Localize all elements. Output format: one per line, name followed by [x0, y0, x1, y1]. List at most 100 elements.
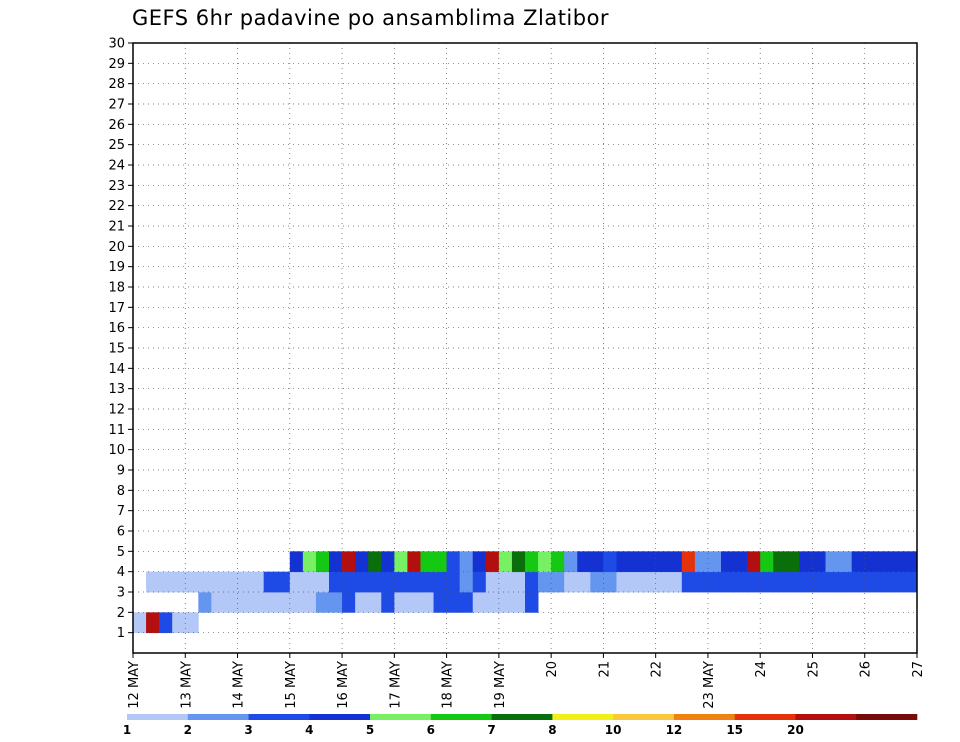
heatmap-cell — [551, 571, 565, 593]
heatmap-cell — [159, 612, 173, 634]
colorbar-label: 4 — [305, 723, 313, 737]
heatmap-cell — [890, 571, 905, 593]
heatmap-cell — [681, 551, 696, 573]
heatmap-cell — [446, 551, 461, 573]
y-tick-label: 13 — [108, 382, 125, 397]
heatmap-cell — [747, 571, 761, 593]
heatmap-cell — [172, 612, 186, 634]
heatmap-cell — [315, 571, 330, 593]
heatmap-cell — [825, 571, 839, 593]
colorbar: 1 2 3 4 5 6 7 8 10 12 15 20 — [123, 714, 918, 737]
grid-lines — [133, 43, 917, 653]
y-tick-label: 24 — [108, 159, 125, 174]
heatmap-cell — [302, 551, 317, 573]
heatmap-cell — [146, 571, 160, 593]
x-tick-label: 12 MAY — [127, 661, 142, 709]
heatmap-cell — [289, 592, 304, 613]
colorbar-swatch — [491, 714, 553, 720]
heatmap-cell — [734, 551, 748, 573]
heatmap-cell — [603, 571, 617, 593]
y-tick-label: 9 — [117, 464, 125, 479]
heatmap-cell — [342, 551, 356, 573]
heatmap-cell — [629, 551, 643, 573]
x-tick-label: 26 — [859, 661, 874, 678]
heatmap-cell — [498, 551, 513, 573]
heatmap-cell — [707, 571, 722, 593]
heatmap-cell — [146, 612, 160, 634]
colorbar-label: 8 — [548, 723, 556, 737]
heatmap-cell — [485, 592, 500, 613]
y-tick-label: 17 — [108, 301, 125, 316]
heatmap-cell — [799, 571, 813, 593]
heatmap-cell — [237, 571, 251, 593]
colorbar-swatch — [187, 714, 249, 720]
colorbar-swatch — [613, 714, 675, 720]
heatmap-cell — [760, 551, 774, 573]
heatmap-cell — [538, 551, 552, 573]
heatmap-cell — [289, 551, 304, 573]
heatmap-cell — [224, 571, 238, 593]
heatmap-cell — [250, 592, 265, 613]
y-tick-label: 3 — [117, 586, 125, 601]
heatmap-cell — [525, 551, 539, 573]
heatmap-cell — [498, 592, 513, 613]
heatmap-cell — [368, 571, 382, 593]
heatmap-cell — [799, 551, 813, 573]
colorbar-swatch — [673, 714, 735, 720]
heatmap-cell — [198, 571, 212, 593]
heatmap-cell — [185, 571, 199, 593]
heatmap-cell — [394, 571, 408, 593]
colorbar-label: 1 — [123, 723, 131, 737]
y-tick-label: 16 — [108, 321, 125, 336]
heatmap-cell — [498, 571, 513, 593]
heatmap-cell — [211, 571, 225, 593]
heatmap-cell — [433, 571, 447, 593]
heatmap-cell — [773, 571, 787, 593]
heatmap-cell — [485, 571, 500, 593]
heatmap-cell — [511, 592, 526, 613]
heatmap-cell — [721, 571, 735, 593]
heatmap-cell — [877, 571, 892, 593]
heatmap-cells — [133, 551, 918, 634]
heatmap-cell — [694, 551, 709, 573]
heatmap-cell — [315, 592, 330, 613]
heatmap-cell — [198, 592, 212, 613]
heatmap-cell — [381, 571, 395, 593]
heatmap-cell — [133, 612, 147, 634]
y-tick-label: 18 — [108, 281, 125, 296]
x-tick-label: 14 MAY — [232, 661, 247, 709]
colorbar-swatch — [795, 714, 857, 720]
heatmap-cell — [734, 571, 748, 593]
heatmap-cell — [302, 571, 317, 593]
colorbar-label: 10 — [605, 723, 622, 737]
heatmap-cell — [681, 571, 696, 593]
colorbar-label: 6 — [427, 723, 435, 737]
heatmap-cell — [289, 571, 304, 593]
y-tick-label: 1 — [117, 626, 125, 641]
heatmap-cell — [446, 592, 461, 613]
heatmap-cell — [760, 571, 774, 593]
heatmap-cell — [825, 551, 839, 573]
heatmap-cell — [629, 571, 643, 593]
heatmap-cell — [577, 571, 591, 593]
heatmap-cell — [747, 551, 761, 573]
heatmap-cell — [342, 571, 356, 593]
heatmap-cell — [864, 571, 879, 593]
y-tick-label: 6 — [117, 525, 125, 540]
x-tick-label: 18 MAY — [441, 661, 456, 709]
heatmap-cell — [394, 551, 408, 573]
y-tick-label: 15 — [108, 342, 125, 357]
heatmap-cell — [472, 551, 487, 573]
heatmap-cell — [394, 592, 408, 613]
heatmap-cell — [838, 551, 853, 573]
heatmap-cell — [355, 592, 369, 613]
colorbar-swatch — [552, 714, 614, 720]
y-tick-label: 21 — [108, 220, 125, 235]
heatmap-cell — [838, 571, 853, 593]
heatmap-cell — [433, 551, 447, 573]
colorbar-label: 20 — [787, 723, 804, 737]
colorbar-label: 7 — [487, 723, 495, 737]
colorbar-swatch — [370, 714, 432, 720]
colorbar-swatch — [856, 714, 918, 720]
heatmap-cell — [655, 551, 670, 573]
